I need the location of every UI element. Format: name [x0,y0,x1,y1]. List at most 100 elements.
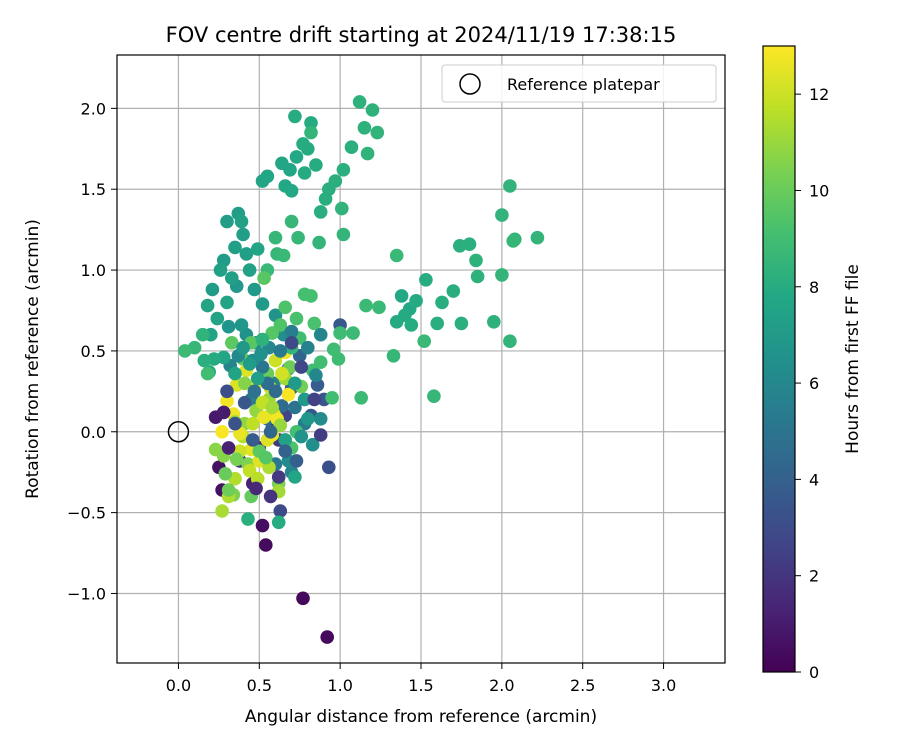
scatter-point [228,366,242,381]
scatter-point [394,289,409,303]
colorbar-tick-label: 10 [809,181,829,200]
scatter-point [268,384,283,399]
scatter-point [304,125,318,140]
colorbar-tick-label: 0 [809,663,819,682]
plot-area [116,54,726,664]
scatter-point [276,248,291,263]
scatter-point [195,327,210,342]
scatter-point [288,376,302,391]
scatter-point [271,515,286,530]
x-tick-label: 1.0 [327,676,352,695]
scatter-point [284,324,299,339]
scatter-point [259,450,273,465]
scatter-point [229,452,244,467]
colorbar-tick-label: 6 [809,374,819,393]
scatter-point [288,109,302,124]
scatter-point [205,282,220,297]
scatter-point [234,318,249,332]
scatter-point [354,391,369,405]
scatter-point [313,412,328,426]
scatter-point [470,269,485,284]
x-tick-label: 0.0 [166,676,191,695]
y-tick-label: 2.0 [81,99,106,118]
scatter-point [336,163,351,177]
scatter-point [260,169,275,184]
scatter-point [336,227,351,242]
scatter-point [242,357,257,371]
scatter-point [237,395,252,410]
scatter-point [273,344,288,358]
scatter-point [359,298,373,313]
scatter-point [275,366,289,381]
scatter-point [228,416,242,431]
y-tick-label: −0.5 [67,504,106,523]
scatter-point [263,489,278,504]
scatter-point [255,518,270,533]
scatter-point [284,214,299,229]
scatter-point [297,392,312,407]
scatter-point [344,140,359,154]
scatter-point [352,95,367,109]
scatter-point [200,298,215,313]
scatter-point [208,442,223,457]
scatter-point [503,179,517,193]
scatter-point [313,428,328,442]
scatter-point [221,319,236,334]
scatter-point [417,334,432,349]
scatter-point [372,300,386,315]
y-tick-label: −1.0 [67,584,106,603]
scatter-point [446,284,461,298]
scatter-point [254,347,268,361]
scatter-point [250,242,265,256]
scatter-point [218,467,233,481]
y-tick-label: 1.5 [81,180,106,199]
scatter-point [288,470,302,484]
scatter-point [289,311,304,326]
x-tick-label: 2.0 [489,676,514,695]
x-axis-ticks: 0.0 0.5 1.0 1.5 2.0 2.5 3.0 [166,663,676,695]
scatter-point [389,248,404,263]
scatter-point [409,294,423,308]
scatter-point [365,103,380,117]
scatter-point [249,481,263,496]
scatter-point [469,253,483,268]
scatter-points [178,95,545,644]
scatter-point [297,287,312,302]
colorbar-tick-label: 12 [809,85,829,104]
y-axis-ticks: −1.0 −0.5 0.0 0.5 1.0 1.5 2.0 [67,99,117,603]
legend-label-reference: Reference platepar [507,75,660,94]
scatter-point [268,230,283,245]
scatter-point [435,295,449,310]
scatter-point [283,163,297,177]
scatter-point [357,121,372,135]
scatter-point [370,125,385,140]
scatter-point [255,297,270,311]
x-tick-label: 3.0 [651,676,676,695]
scatter-point [242,263,257,277]
scatter-point [307,392,322,407]
y-tick-label: 1.0 [81,261,106,280]
scatter-point [297,166,312,180]
scatter-point [213,263,228,277]
scatter-point [291,230,305,245]
scatter-point [495,268,509,282]
scatter-point [236,340,250,355]
scatter-point [333,326,347,340]
colorbar: 0 2 4 6 8 10 12 Hours from first FF file [762,45,863,682]
scatter-point [495,208,509,222]
scatter-point [255,360,270,374]
scatter-point [220,384,234,399]
scatter-point [312,235,326,250]
scatter-point [335,201,349,216]
scatter-point [278,179,293,193]
scatter-point [419,273,433,287]
scatter-point [503,334,517,349]
scatter-point [220,394,234,408]
scatter-point [289,454,304,468]
scatter-point [265,400,280,415]
scatter-point [301,412,315,426]
scatter-point [309,158,323,172]
scatter-point [430,316,445,331]
scatter-point [225,336,239,350]
